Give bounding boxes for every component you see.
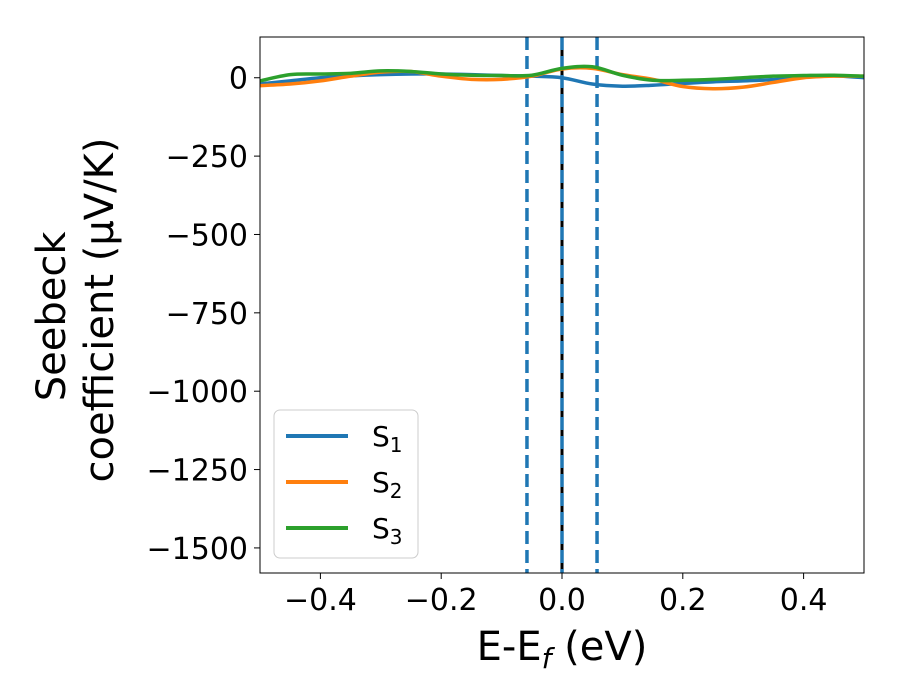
legend-label-s1: S1 xyxy=(372,420,403,457)
x-tick-label: 0.2 xyxy=(659,583,707,618)
y-tick-label: −1250 xyxy=(147,454,248,489)
legend: S1 S2 S3 xyxy=(273,409,419,559)
x-axis-label: E-Ef (eV) xyxy=(477,624,648,675)
x-tick-label: 0.0 xyxy=(538,583,586,618)
reference-lines xyxy=(525,37,599,573)
series-layer xyxy=(260,64,864,91)
y-tick-label: −500 xyxy=(166,218,248,253)
x-axis: −0.4 −0.2 0.0 0.2 0.4 xyxy=(284,573,827,618)
x-tick-label: −0.2 xyxy=(405,583,478,618)
y-axis-label-line-1: Seebeck xyxy=(29,231,75,402)
y-tick-label: −1000 xyxy=(147,375,248,410)
legend-label-s2: S2 xyxy=(372,466,403,503)
legend-label-s3: S3 xyxy=(372,512,403,549)
y-tick-label: −250 xyxy=(166,140,248,175)
y-tick-label: 0 xyxy=(229,62,248,97)
y-axis: 0 −250 −500 −750 −1000 −1250 −1500 xyxy=(147,62,260,567)
y-axis-label-line-2: coefficient (μV/K) xyxy=(77,138,123,483)
y-tick-label: −750 xyxy=(166,297,248,332)
x-tick-label: 0.4 xyxy=(780,583,828,618)
y-tick-label: −1500 xyxy=(147,532,248,567)
x-tick-label: −0.4 xyxy=(284,583,357,618)
series-line-s3 xyxy=(260,64,864,83)
y-axis-label: Seebeck coefficient (μV/K) xyxy=(29,138,123,483)
